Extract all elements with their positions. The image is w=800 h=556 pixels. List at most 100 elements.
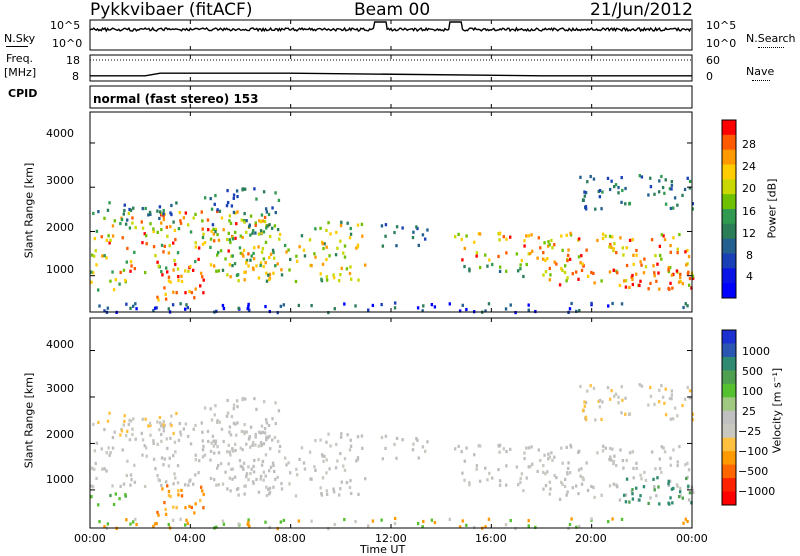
velocity-cell [255,477,258,482]
power-cell [631,282,635,287]
power-cell [590,270,593,275]
velocity-cell [611,517,614,521]
velocity-cell [273,435,277,440]
velocity-cell [123,419,126,423]
velocity-cell [628,500,631,504]
velocity-cell [277,409,281,413]
power-cell [278,237,281,241]
power-cell [278,232,282,237]
velocity-cell [542,487,545,491]
power-cell [640,175,644,179]
power-cell [241,235,244,240]
velocity-cell [569,443,572,447]
power-cell [180,279,184,284]
power-cell [143,270,147,275]
power-cell [542,251,545,255]
power-cell [166,270,169,274]
power-cell [221,303,225,308]
power-cell [105,238,108,242]
velocity-cell [259,431,263,435]
power-cell [160,221,163,225]
velocity-cell [541,470,545,474]
velocity-cell [279,520,283,524]
velocity-cell [325,489,329,493]
velocity-cell [120,429,124,433]
velocity-cell [127,422,131,427]
velocity-cell [267,487,270,491]
power-cell [259,220,263,224]
power-cell [162,209,165,213]
power-cell [583,194,587,198]
power-cell [548,243,551,247]
power-cell [473,240,476,244]
power-cell [103,216,106,220]
power-cell [243,212,246,216]
freq-label-1: Freq. [6,52,34,65]
power-cell [241,188,244,192]
power-cell [314,255,317,259]
power-cell [475,254,478,258]
velocity-cell [650,450,654,454]
power-cell [688,276,692,281]
power-cell [678,275,682,280]
velocity-cell [593,495,596,499]
velocity-cell [569,445,573,449]
velocity-cell [360,434,364,438]
velocity-cell [268,486,272,490]
power-cell [560,267,563,271]
velocity-cell [241,465,244,469]
power-cell [669,244,672,248]
velocity-cell [669,463,672,467]
power-cell [325,257,328,262]
velocity-cell [165,437,169,441]
velocity-cell [563,484,567,489]
power-cell [270,226,274,230]
power-cell [625,246,628,250]
velocity-cell [395,456,398,460]
power-cell [247,252,250,256]
velocity-cell [124,434,128,438]
vel-cbar-label: Velocity [m s⁻¹] [770,367,784,454]
velocity-cell [624,412,627,416]
power-cell [167,279,171,283]
power-cell [265,271,268,275]
power-cell [243,270,246,274]
power-cell [94,249,97,253]
velocity-cell [461,471,464,475]
velocity-cell [691,412,695,416]
velocity-cell [253,458,256,463]
velocity-cell [644,478,648,482]
velocity-cell [579,384,582,389]
velocity-cell [268,525,272,530]
velocity-cell [172,431,175,436]
power-cell [567,248,570,252]
velocity-cell [433,520,437,525]
power-cell [612,247,616,251]
velocity-cell [260,463,264,467]
velocity-cell [140,431,143,435]
power-cell [253,187,256,191]
velocity-cell [310,477,313,481]
power-cell [401,226,404,230]
power-colorbar-segment [722,238,736,254]
power-cell [579,261,582,265]
velocity-cell [221,482,225,486]
velocity-cell [580,482,584,486]
velocity-cell [688,389,692,393]
power-cell [289,257,292,262]
velocity-cell [672,486,675,491]
power-cell [107,234,110,238]
power-cell [393,301,397,305]
velocity-cell [231,477,234,481]
radar-title: Pykkvibaer (fitACF) [90,0,253,20]
power-cell [123,208,126,213]
power-cell [157,298,160,302]
power-cell [350,277,353,281]
velocity-cell [596,451,599,455]
velocity-cell [686,486,690,490]
velocity-cell [209,476,213,480]
velocity-cell [245,472,249,476]
velocity-cell [658,466,662,471]
velocity-cell [229,453,232,457]
velocity-cell [624,493,628,497]
